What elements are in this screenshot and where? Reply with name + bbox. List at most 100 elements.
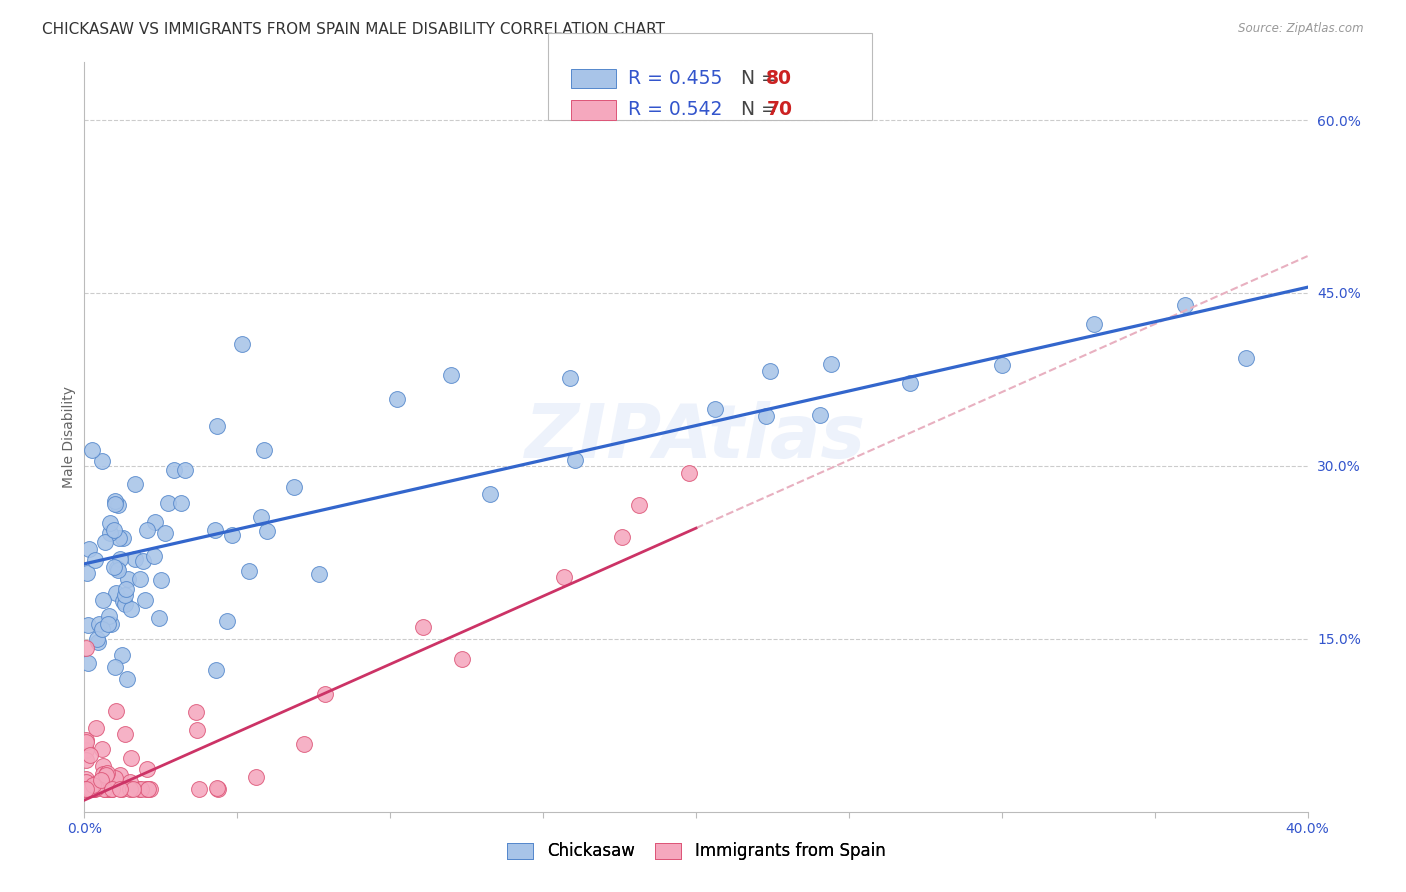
Point (139, 781, 162, 796)
Point (156, 496, 179, 510)
Point (184, 705, 207, 719)
Point (188, 781, 211, 796)
Point (75, 774, 97, 789)
Point (120, 602, 142, 616)
Point (75, 772, 97, 787)
Point (103, 560, 125, 574)
Point (205, 419, 228, 434)
Text: Source: ZipAtlas.com: Source: ZipAtlas.com (1239, 22, 1364, 36)
Point (111, 531, 134, 545)
Point (86, 632, 108, 646)
Point (205, 663, 228, 677)
Point (153, 526, 176, 541)
Point (100, 781, 122, 796)
Point (128, 781, 150, 796)
Point (75, 640, 97, 655)
Point (107, 561, 129, 575)
Point (75, 781, 97, 796)
Point (115, 582, 138, 596)
Point (308, 566, 330, 581)
Point (77, 541, 100, 556)
Point (478, 487, 501, 501)
Point (91, 758, 114, 772)
Y-axis label: Male Disability: Male Disability (62, 386, 76, 488)
Point (135, 762, 157, 776)
Text: N =: N = (741, 69, 783, 88)
Point (82, 778, 104, 792)
Point (314, 688, 336, 702)
Point (124, 552, 146, 566)
Point (149, 573, 172, 587)
Point (79, 781, 101, 796)
Point (93, 781, 115, 796)
Point (82, 781, 104, 796)
Point (111, 594, 134, 608)
Point (75, 781, 97, 796)
Point (82, 781, 104, 796)
Point (107, 498, 129, 512)
Point (245, 771, 267, 785)
Point (170, 496, 193, 510)
Point (100, 774, 122, 789)
Point (80, 781, 103, 796)
Point (205, 781, 228, 796)
Point (204, 523, 226, 537)
Point (76, 566, 98, 581)
Point (143, 515, 166, 529)
Point (991, 358, 1014, 372)
Point (104, 493, 127, 508)
Point (100, 617, 122, 632)
Text: 80: 80 (766, 69, 792, 88)
Point (84, 553, 107, 567)
Point (105, 586, 128, 600)
Point (94, 534, 117, 549)
Point (238, 564, 260, 578)
Point (117, 572, 139, 586)
Point (820, 357, 842, 371)
Point (79, 781, 101, 796)
Point (84, 781, 107, 796)
Point (440, 368, 463, 382)
Point (124, 476, 146, 491)
Point (82, 443, 104, 458)
Point (111, 781, 134, 796)
Point (75, 732, 97, 747)
Point (1174, 297, 1197, 311)
Point (217, 614, 239, 628)
Point (79, 748, 101, 763)
Point (120, 774, 142, 789)
Point (97, 616, 120, 631)
Point (128, 572, 150, 586)
Point (107, 563, 129, 577)
Point (703, 402, 725, 417)
Point (108, 768, 131, 782)
Point (385, 392, 408, 406)
Legend: Chickasaw, Immigrants from Spain: Chickasaw, Immigrants from Spain (501, 836, 891, 867)
Point (678, 466, 700, 480)
Point (75, 753, 97, 767)
Point (173, 463, 195, 477)
Point (87, 617, 110, 632)
Text: CHICKASAW VS IMMIGRANTS FROM SPAIN MALE DISABILITY CORRELATION CHART: CHICKASAW VS IMMIGRANTS FROM SPAIN MALE … (42, 22, 665, 37)
Point (105, 704, 128, 718)
Point (256, 524, 278, 539)
Point (97, 781, 120, 796)
Point (104, 497, 127, 511)
Point (79, 781, 101, 796)
Point (231, 337, 253, 351)
Text: R = 0.542: R = 0.542 (628, 100, 723, 120)
Point (98, 781, 121, 796)
Point (221, 528, 243, 542)
Point (134, 593, 156, 607)
Point (86, 721, 108, 735)
Point (79, 781, 101, 796)
Point (98, 609, 121, 624)
Point (75, 743, 97, 757)
Point (96, 768, 118, 782)
Point (122, 781, 145, 796)
Point (91, 623, 114, 637)
Point (612, 530, 634, 544)
Point (136, 524, 159, 538)
Point (91, 593, 114, 607)
Point (755, 409, 778, 423)
